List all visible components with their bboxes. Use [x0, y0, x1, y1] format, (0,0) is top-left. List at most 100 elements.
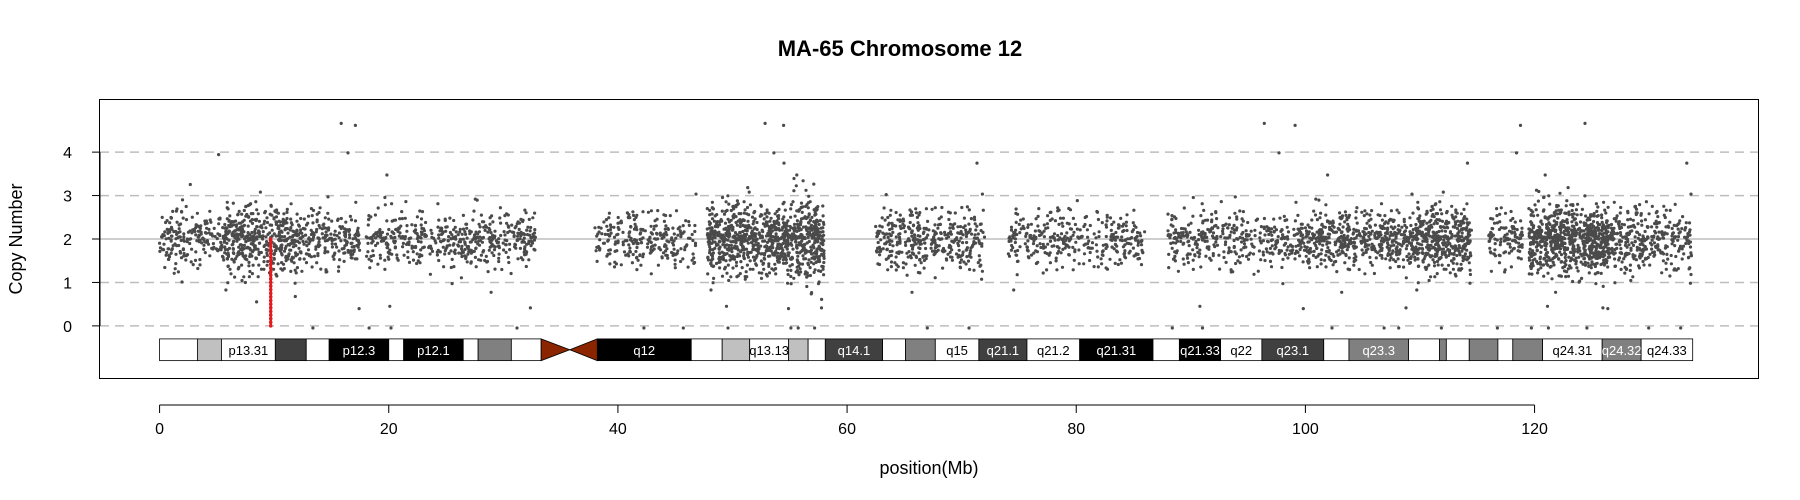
data-point	[961, 253, 965, 257]
data-point	[1197, 255, 1201, 259]
data-point	[1315, 265, 1319, 269]
data-point	[405, 229, 409, 233]
data-point	[1457, 238, 1461, 243]
data-point	[298, 231, 302, 235]
data-point	[1453, 234, 1457, 238]
data-point	[734, 264, 739, 268]
data-point	[369, 215, 373, 219]
data-point	[1023, 242, 1027, 246]
data-point	[913, 263, 917, 267]
data-point	[763, 222, 767, 227]
data-point	[918, 257, 922, 262]
data-point	[1354, 216, 1358, 220]
data-point	[1130, 230, 1134, 234]
data-point	[234, 236, 238, 240]
data-point	[310, 214, 314, 218]
data-point	[479, 258, 483, 262]
data-point	[1559, 253, 1564, 257]
data-point	[718, 251, 722, 256]
data-point	[799, 201, 804, 205]
data-point	[1411, 231, 1415, 235]
data-point	[1499, 226, 1503, 230]
data-point	[1269, 265, 1274, 269]
data-point	[894, 235, 898, 239]
data-point	[520, 240, 524, 244]
data-point	[1205, 235, 1209, 239]
data-point	[629, 236, 633, 240]
data-point	[265, 216, 269, 220]
data-point	[1055, 245, 1060, 249]
data-point	[499, 233, 503, 238]
data-point	[1097, 235, 1101, 239]
data-point	[1530, 272, 1534, 276]
data-point	[1378, 213, 1382, 218]
data-point	[393, 241, 397, 245]
data-point	[1009, 248, 1014, 252]
data-point	[727, 243, 731, 248]
data-point	[1331, 224, 1335, 228]
data-point	[943, 230, 947, 234]
data-point	[1310, 218, 1314, 222]
data-point	[299, 228, 303, 232]
data-point	[1389, 209, 1393, 213]
data-point	[806, 206, 810, 210]
data-point	[204, 240, 208, 244]
data-point	[809, 260, 813, 264]
data-point	[1022, 226, 1026, 231]
data-point	[1306, 223, 1310, 227]
data-point	[616, 215, 620, 220]
data-point	[1111, 232, 1115, 236]
data-point	[757, 271, 761, 275]
data-point	[901, 266, 906, 270]
data-point	[330, 242, 334, 246]
data-point	[924, 257, 928, 261]
data-point	[1466, 255, 1470, 259]
data-point	[1104, 223, 1108, 227]
data-point	[1320, 248, 1324, 252]
data-point	[1409, 241, 1414, 245]
data-point	[289, 258, 293, 262]
data-point	[1370, 209, 1374, 213]
data-point	[813, 228, 817, 232]
data-point	[1450, 204, 1454, 208]
data-point	[419, 240, 423, 244]
data-point	[1410, 247, 1414, 251]
data-point	[1058, 216, 1063, 220]
data-point	[327, 217, 331, 221]
data-point	[902, 226, 906, 230]
data-point	[1448, 231, 1452, 235]
data-point	[1577, 255, 1581, 259]
data-point	[289, 217, 293, 221]
data-point	[738, 272, 742, 276]
data-point	[1387, 237, 1391, 241]
data-point	[405, 224, 409, 228]
data-point	[371, 234, 375, 238]
data-point	[1401, 239, 1406, 243]
data-point	[355, 229, 359, 233]
data-point	[1465, 202, 1469, 206]
data-point	[265, 263, 269, 267]
data-point	[1462, 207, 1466, 211]
data-point	[1495, 326, 1499, 330]
data-point	[399, 236, 403, 240]
data-point	[1519, 257, 1523, 261]
data-point	[800, 210, 804, 214]
data-point	[1259, 241, 1263, 245]
data-point	[506, 224, 510, 228]
data-point	[1315, 230, 1319, 234]
data-point	[1448, 242, 1452, 246]
data-point	[167, 257, 171, 261]
data-point	[1210, 234, 1215, 238]
data-point	[1347, 256, 1351, 260]
data-point	[760, 271, 764, 275]
data-point	[881, 247, 885, 251]
data-point	[659, 248, 663, 252]
data-point	[1368, 237, 1372, 241]
data-point	[665, 239, 669, 243]
data-point	[801, 205, 805, 209]
data-point	[1352, 259, 1356, 264]
data-point	[443, 252, 447, 256]
data-point	[950, 258, 955, 262]
data-point	[692, 256, 696, 260]
data-point	[656, 237, 660, 241]
